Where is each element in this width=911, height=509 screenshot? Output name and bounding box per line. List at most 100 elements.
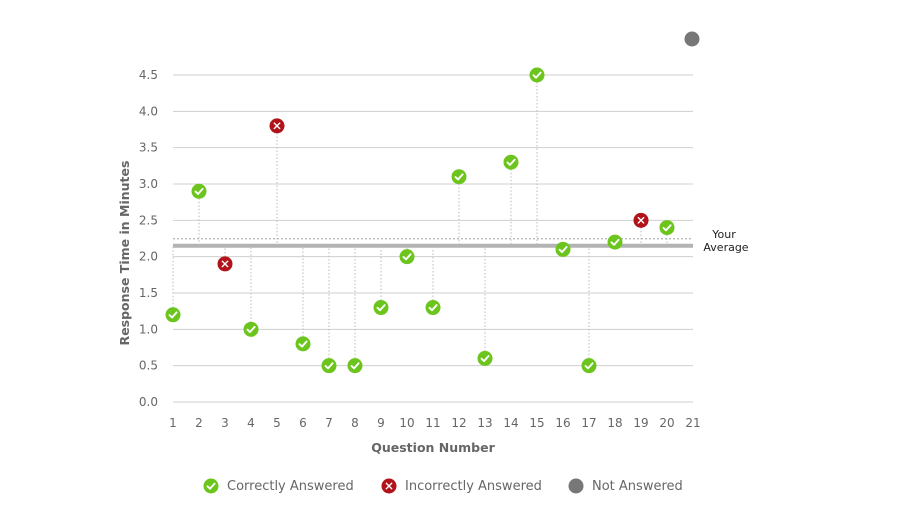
correct-point (529, 67, 545, 83)
check-icon (532, 71, 542, 79)
check-icon (194, 187, 204, 195)
x-icon (221, 260, 229, 268)
x-axis-title: Question Number (371, 440, 495, 455)
point-marker (425, 300, 441, 316)
x-tick-label: 20 (659, 416, 674, 430)
x-tick-label: 18 (607, 416, 622, 430)
grid-lines (173, 74, 693, 403)
x-tick-label: 12 (451, 416, 466, 430)
correct-point (165, 307, 181, 323)
correct-point (607, 234, 623, 250)
check-icon (662, 224, 672, 232)
correct-point (399, 249, 415, 265)
x-tick-label: 13 (477, 416, 492, 430)
correct-point (659, 220, 675, 236)
check-icon (506, 158, 516, 166)
check-icon (584, 362, 594, 370)
y-tick-label: 4.5 (139, 68, 158, 82)
x-tick-label: 7 (325, 416, 333, 430)
y-tick-label: 1.0 (139, 322, 158, 336)
point-marker (555, 241, 571, 257)
correct-point (295, 336, 311, 352)
correct-point (425, 300, 441, 316)
x-tick-label: 21 (685, 416, 700, 430)
check-icon (350, 362, 360, 370)
check-icon (558, 246, 568, 254)
check-icon (428, 304, 438, 312)
x-tick-label: 10 (399, 416, 414, 430)
check-icon (402, 253, 412, 261)
check-icon (480, 355, 490, 363)
correct-point (191, 183, 207, 199)
check-icon (298, 340, 308, 348)
x-icon (273, 122, 281, 130)
average-label-line1: Your (711, 228, 736, 241)
y-tick-labels: 0.0 0.5 1.0 1.5 2.0 2.5 3.0 3.5 4.0 4.5 (139, 68, 158, 409)
x-tick-label: 2 (195, 416, 203, 430)
x-tick-label: 5 (273, 416, 281, 430)
x-tick-label: 4 (247, 416, 255, 430)
gray-dot-icon (568, 478, 584, 494)
point-marker (347, 358, 363, 374)
check-circle-icon (203, 478, 219, 494)
point-marker (321, 358, 337, 374)
incorrect-point (269, 118, 285, 134)
incorrect-point (217, 256, 233, 272)
legend-item-not-answered: Not Answered (568, 478, 683, 494)
correct-point (555, 241, 571, 257)
average-label-line2: Average (703, 241, 748, 254)
data-points (165, 67, 675, 374)
check-icon (454, 173, 464, 181)
correct-point (581, 358, 597, 374)
check-icon (168, 311, 178, 319)
check-icon (610, 238, 620, 246)
point-marker (399, 249, 415, 265)
point-marker (165, 307, 181, 323)
point-marker (529, 67, 545, 83)
correct-point (503, 154, 519, 170)
y-tick-label: 4.0 (139, 104, 158, 118)
x-tick-label: 3 (221, 416, 229, 430)
y-tick-label: 0.5 (139, 359, 158, 373)
legend-label-correct: Correctly Answered (227, 478, 354, 494)
average-line-group (173, 238, 693, 248)
correct-point (347, 358, 363, 374)
x-tick-label: 16 (555, 416, 570, 430)
point-marker (607, 234, 623, 250)
legend-item-incorrect: Incorrectly Answered (381, 478, 542, 494)
check-icon (246, 325, 256, 333)
x-icon (637, 216, 645, 224)
check-icon (324, 362, 334, 370)
point-marker (503, 154, 519, 170)
x-tick-label: 8 (351, 416, 359, 430)
stem-lines (172, 75, 668, 366)
incorrect-point (633, 212, 649, 228)
x-tick-label: 17 (581, 416, 596, 430)
y-tick-label: 3.5 (139, 141, 158, 155)
correct-point (373, 300, 389, 316)
correct-point (451, 169, 467, 185)
point-marker (191, 183, 207, 199)
legend-item-correct: Correctly Answered (203, 478, 354, 494)
legend: Correctly Answered Incorrectly Answered … (0, 478, 911, 500)
correct-point (477, 350, 493, 366)
x-tick-label: 19 (633, 416, 648, 430)
correct-point (321, 358, 337, 374)
y-tick-label: 2.0 (139, 250, 158, 264)
x-circle-icon (381, 478, 397, 494)
y-tick-label: 3.0 (139, 177, 158, 191)
y-tick-label: 0.0 (139, 395, 158, 409)
point-marker (659, 220, 675, 236)
check-icon (376, 304, 386, 312)
x-tick-label: 15 (529, 416, 544, 430)
x-tick-label: 6 (299, 416, 307, 430)
point-marker (477, 350, 493, 366)
legend-label-not-answered: Not Answered (592, 478, 683, 494)
point-marker (373, 300, 389, 316)
x-tick-label: 1 (169, 416, 177, 430)
y-axis-title: Response Time in Minutes (117, 161, 132, 346)
x-tick-labels: 1 2 3 4 5 6 7 8 9 10 11 12 13 14 15 16 17 18 19 20 21 (169, 416, 700, 430)
y-tick-label: 2.5 (139, 213, 158, 227)
y-tick-label: 1.5 (139, 286, 158, 300)
